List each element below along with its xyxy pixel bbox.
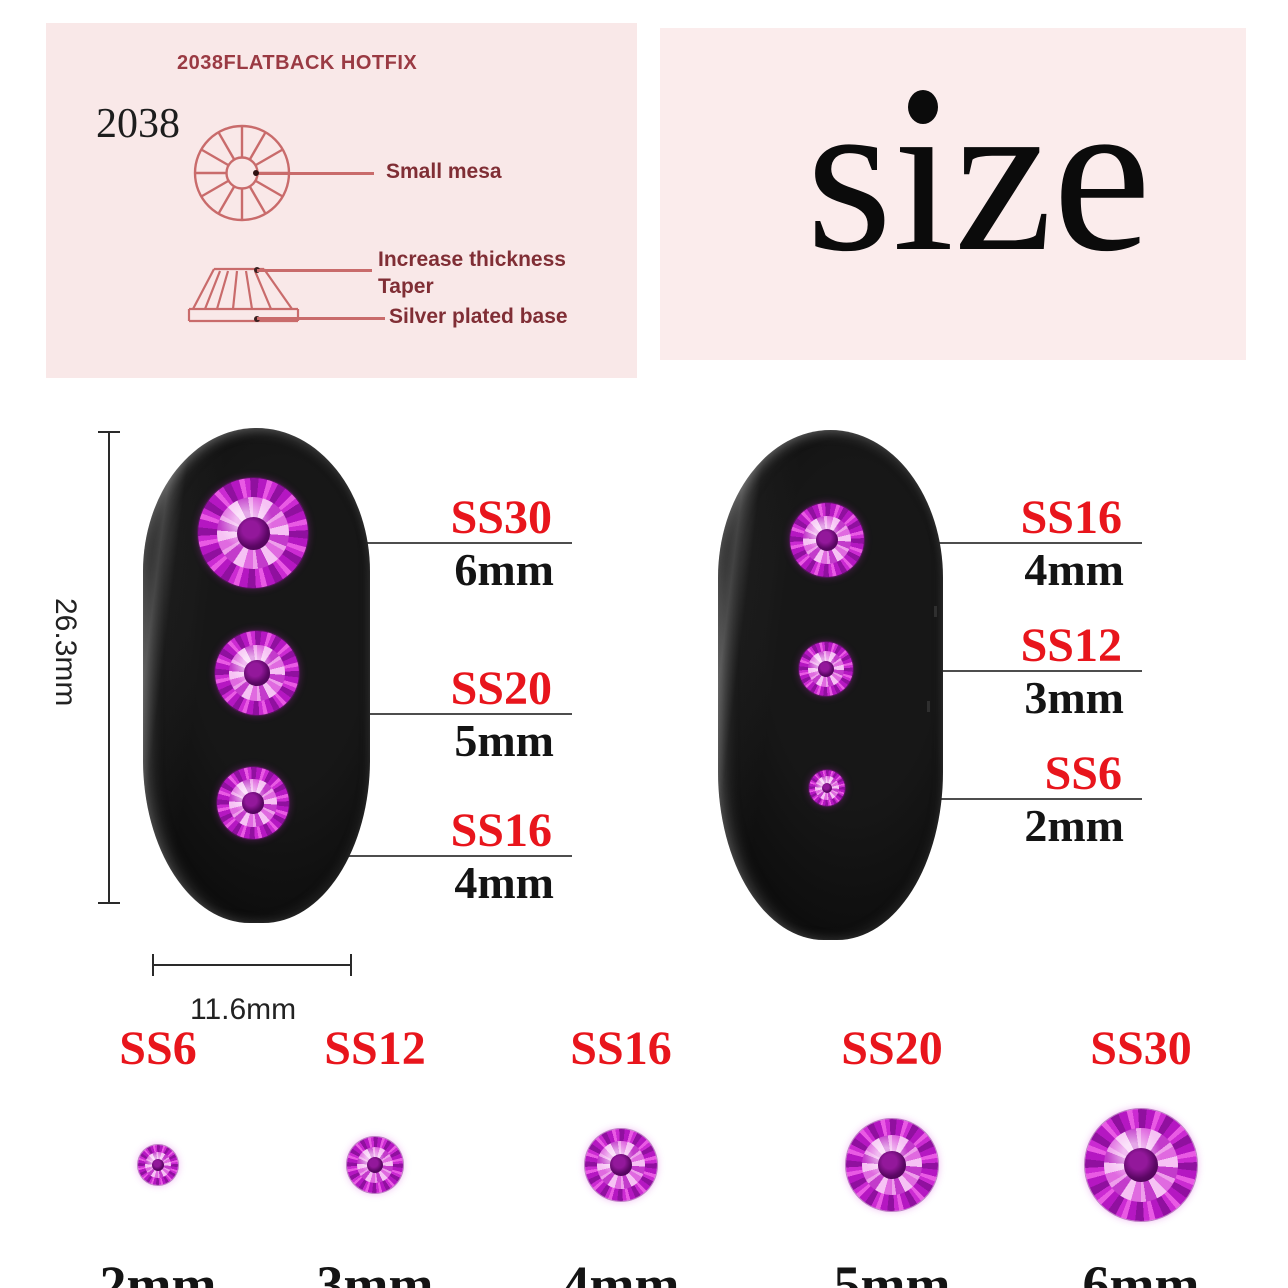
leader-line-mesa [256, 172, 374, 175]
rhinestone-ss16-right [790, 503, 864, 577]
nail-left [143, 428, 370, 923]
size-row-ss20-label: SS20 [841, 1022, 943, 1075]
height-dimension-cap-top [98, 431, 120, 433]
callout-ss12: SS12 3mm [900, 619, 1142, 723]
height-dimension-cap-bottom [98, 902, 120, 904]
size-row-rhinestone-ss6 [138, 1145, 178, 1185]
size-row-ss16-gem-box [511, 1072, 731, 1258]
nail-right [718, 430, 943, 940]
rhinestone-ss20 [215, 631, 299, 715]
callout-ss12-label: SS12 [1020, 619, 1122, 672]
size-row-item-ss12: SS12 3mm [265, 1022, 485, 1288]
leader-dot-mesa [253, 170, 259, 176]
callout-ss6-label: SS6 [1044, 747, 1122, 800]
width-dimension-cap-right [350, 954, 352, 976]
nail-edge-tick-2 [927, 701, 930, 712]
size-title: s ıze [806, 64, 1151, 286]
stone-side-view-diagram [187, 267, 300, 323]
callout-ss12-size: 3mm [1024, 672, 1124, 723]
nail-edge-tick-1 [934, 606, 937, 617]
callout-ss20-size: 5mm [454, 715, 554, 766]
size-row-ss12-label: SS12 [324, 1022, 426, 1075]
size-title-ze: ze [954, 52, 1152, 298]
callout-ss16-right-label: SS16 [1020, 491, 1122, 544]
size-row-ss16-label: SS16 [570, 1022, 672, 1075]
size-row-rhinestone-ss20 [846, 1119, 938, 1211]
rhinestone-ss12 [799, 642, 853, 696]
callout-ss6: SS6 2mm [900, 747, 1142, 851]
label-increase-thickness: Increase thickness [378, 248, 566, 271]
width-dimension-line [153, 964, 352, 966]
callout-ss20-line [330, 713, 572, 715]
size-row-ss6-label: SS6 [119, 1022, 197, 1075]
size-row-ss16-size: 4mm [562, 1255, 680, 1288]
width-dimension-cap-left [152, 954, 154, 976]
callout-ss20: SS20 5mm [330, 662, 572, 766]
size-row-item-ss16: SS16 4mm [511, 1022, 731, 1288]
size-panel [660, 28, 1246, 360]
label-taper: Taper [378, 275, 434, 298]
callout-ss16-left-size: 4mm [454, 857, 554, 908]
size-row-ss6-size: 2mm [99, 1255, 217, 1288]
size-row-item-ss6: SS6 2mm [48, 1022, 268, 1288]
spec-panel-title: 2038FLATBACK HOTFIX [177, 52, 418, 74]
callout-ss16-right-line [900, 542, 1142, 544]
size-row-ss20-gem-box [782, 1072, 1002, 1258]
callout-ss30: SS30 6mm [330, 491, 572, 595]
size-row-rhinestone-ss12 [347, 1137, 403, 1193]
size-title-s: s [806, 52, 893, 298]
size-title-i: ı [892, 52, 955, 298]
callout-ss12-line [900, 670, 1142, 672]
size-row-item-ss30: SS30 6mm [1031, 1022, 1251, 1288]
size-row-ss30-size: 6mm [1082, 1255, 1200, 1288]
callout-ss30-size: 6mm [454, 544, 554, 595]
nail-width-label: 11.6mm [190, 993, 297, 1026]
rhinestone-ss16 [217, 767, 289, 839]
size-row-ss30-label: SS30 [1090, 1022, 1192, 1075]
callout-ss6-line [900, 798, 1142, 800]
size-row-ss30-gem-box [1031, 1072, 1251, 1258]
size-row-ss20-size: 5mm [833, 1255, 951, 1288]
size-row-item-ss20: SS20 5mm [782, 1022, 1002, 1288]
size-row-rhinestone-ss16 [585, 1129, 657, 1201]
label-silver-plated-base: Silver plated base [389, 305, 568, 328]
size-row-ss12-size: 3mm [316, 1255, 434, 1288]
leader-line-base [257, 317, 385, 320]
callout-ss16-left-line [330, 855, 572, 857]
nail-height-label: 26.3mm [49, 598, 82, 707]
size-row-rhinestone-ss30 [1085, 1109, 1197, 1221]
leader-line-thickness [257, 269, 372, 272]
size-row-ss6-gem-box [48, 1072, 268, 1258]
height-dimension-line [108, 432, 110, 904]
callout-ss30-label: SS30 [450, 491, 552, 544]
model-number: 2038 [96, 101, 180, 147]
size-row-ss12-gem-box [265, 1072, 485, 1258]
callout-ss6-size: 2mm [1024, 800, 1124, 851]
rhinestone-ss6 [809, 770, 845, 806]
size-i-dot [908, 90, 939, 124]
label-small-mesa: Small mesa [386, 160, 502, 183]
callout-ss30-line [330, 542, 572, 544]
rhinestone-ss30 [198, 478, 308, 588]
callout-ss16-right-size: 4mm [1024, 544, 1124, 595]
callout-ss16-left-label: SS16 [450, 804, 552, 857]
callout-ss20-label: SS20 [450, 662, 552, 715]
callout-ss16-left: SS16 4mm [330, 804, 572, 908]
callout-ss16-right: SS16 4mm [900, 491, 1142, 595]
